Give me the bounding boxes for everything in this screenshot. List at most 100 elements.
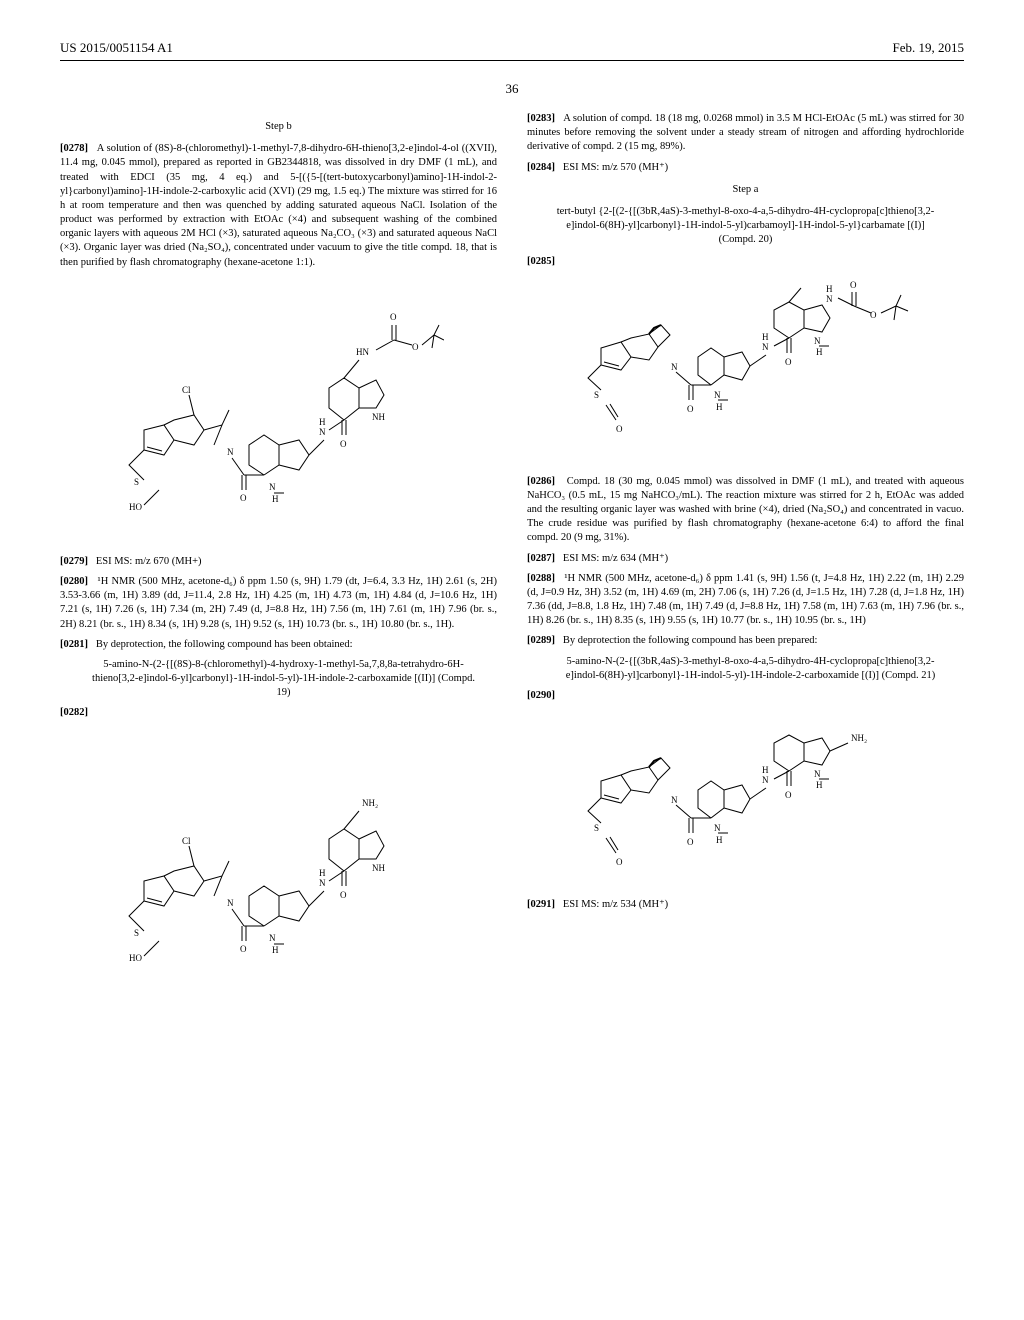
svg-text:N: N [826,294,833,304]
para-text: By deprotection, the following compound … [96,639,353,650]
para-ref: [0284] [527,162,555,173]
svg-text:H: H [762,332,769,342]
para-ref: [0281] [60,639,88,650]
svg-text:H: H [816,347,823,357]
svg-text:NH: NH [372,412,385,422]
para-text: ESI MS: m/z 670 (MH+) [96,556,202,567]
para-0280: [0280] ¹H NMR (500 MHz, acetone-d₆) δ pp… [60,575,497,632]
para-0289: [0289] By deprotection the following com… [527,634,964,648]
compound-20-title: tert-butyl {2-[(2-{[(3bR,4aS)-3-methyl-8… [527,205,964,248]
para-0288: [0288] ¹H NMR (500 MHz, acetone-d₆) δ pp… [527,572,964,629]
para-0285: [0285] [527,255,964,269]
svg-text:N: N [762,775,769,785]
patent-number: US 2015/0051154 A1 [60,40,173,56]
svg-text:O: O [240,944,247,954]
svg-text:HO: HO [129,502,142,512]
svg-text:N: N [319,427,326,437]
para-ref: [0289] [527,635,555,646]
page-number: 36 [60,81,964,97]
para-0282: [0282] [60,706,497,720]
svg-text:H: H [319,417,326,427]
step-a-heading: Step a [527,183,964,197]
svg-text:N: N [269,933,276,943]
para-text: ESI MS: m/z 570 (MH⁺) [563,162,668,173]
step-b-heading: Step b [60,120,497,134]
svg-text:O: O [870,310,877,320]
svg-text:HO: HO [129,953,142,963]
svg-text:O: O [785,790,792,800]
left-column: Step b [0278] A solution of (8S)-8-(chlo… [60,112,497,996]
chemical-structure-21: S O N O N H N H [527,713,964,888]
para-ref: [0290] [527,690,555,701]
svg-text:H: H [319,868,326,878]
para-0278: [0278] A solution of (8S)-8-(chloromethy… [60,142,497,270]
para-0286: [0286] Compd. 18 (30 mg, 0.045 mmol) was… [527,475,964,546]
para-text: A solution of (8S)-8-(chloromethyl)-1-me… [60,143,497,267]
svg-text:O: O [340,439,347,449]
para-text: ESI MS: m/z 634 (MH⁺) [563,553,668,564]
para-ref: [0286] [527,476,555,487]
svg-text:H: H [272,494,279,504]
svg-text:O: O [340,890,347,900]
svg-text:N: N [714,823,721,833]
svg-text:N: N [671,362,678,372]
svg-text:N: N [319,878,326,888]
header-divider [60,60,964,61]
svg-text:S: S [134,928,139,938]
svg-text:O: O [412,342,419,352]
para-ref: [0280] [60,576,88,587]
svg-text:O: O [616,857,623,867]
para-ref: [0288] [527,573,555,584]
svg-text:N: N [814,336,821,346]
svg-text:NH₂: NH₂ [851,733,867,743]
para-ref: [0287] [527,553,555,564]
para-ref: [0285] [527,256,555,267]
svg-text:S: S [594,390,599,400]
right-column: [0283] A solution of compd. 18 (18 mg, 0… [527,112,964,996]
para-text: Compd. 18 (30 mg, 0.045 mmol) was dissol… [527,476,964,544]
svg-text:N: N [762,342,769,352]
svg-text:O: O [785,357,792,367]
svg-text:N: N [227,447,234,457]
para-ref: [0282] [60,707,88,718]
para-ref: [0278] [60,143,88,154]
svg-text:N: N [671,795,678,805]
para-0290: [0290] [527,689,964,703]
svg-text:O: O [616,424,623,434]
header-date: Feb. 19, 2015 [893,40,965,56]
para-ref: [0291] [527,899,555,910]
para-0291: [0291] ESI MS: m/z 534 (MH⁺) [527,898,964,912]
svg-text:N: N [227,898,234,908]
svg-text:H: H [826,284,833,294]
compound-21-title: 5-amino-N-(2-{[(3bR,4aS)-3-methyl-8-oxo-… [557,655,944,683]
svg-text:N: N [269,482,276,492]
svg-text:H: H [716,402,723,412]
para-text: By deprotection the following compound h… [563,635,818,646]
svg-text:H: H [762,765,769,775]
para-text: A solution of compd. 18 (18 mg, 0.0268 m… [527,113,964,152]
chemical-structure-20: S O N O N H N [527,280,964,465]
chemical-structure-18: S HO Cl N O N H [60,280,497,545]
para-ref: [0279] [60,556,88,567]
para-ref: [0283] [527,113,555,124]
compound-19-title: 5-amino-N-(2-{[(8S)-8-(chloromethyl)-4-h… [90,658,477,701]
para-0279: [0279] ESI MS: m/z 670 (MH+) [60,555,497,569]
svg-text:N: N [714,390,721,400]
chemical-structure-19: S HO Cl N O N H N H [60,731,497,986]
svg-text:O: O [687,404,694,414]
svg-text:O: O [240,493,247,503]
svg-text:O: O [850,280,857,290]
svg-text:H: H [816,780,823,790]
svg-text:H: H [272,945,279,955]
para-text: ESI MS: m/z 534 (MH⁺) [563,899,668,910]
para-0281: [0281] By deprotection, the following co… [60,638,497,652]
svg-text:NH₂: NH₂ [362,798,378,808]
para-text: ¹H NMR (500 MHz, acetone-d₆) δ ppm 1.41 … [527,573,964,627]
svg-text:NH: NH [372,863,385,873]
svg-text:N: N [814,769,821,779]
svg-text:O: O [390,312,397,322]
svg-text:S: S [594,823,599,833]
para-0287: [0287] ESI MS: m/z 634 (MH⁺) [527,552,964,566]
para-text: ¹H NMR (500 MHz, acetone-d₆) δ ppm 1.50 … [60,576,497,630]
svg-text:S: S [134,477,139,487]
